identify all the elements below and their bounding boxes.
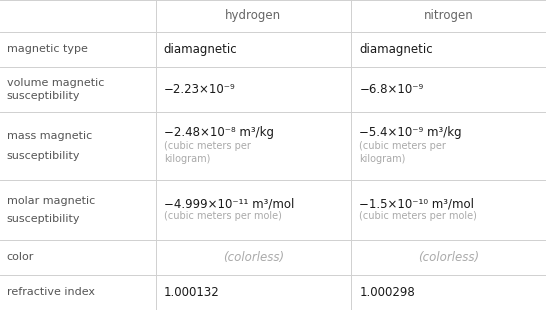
Text: magnetic type: magnetic type: [7, 44, 87, 54]
Text: (cubic meters per: (cubic meters per: [164, 141, 251, 151]
Text: susceptibility: susceptibility: [7, 91, 80, 101]
Text: −1.5×10⁻¹⁰ m³/mol: −1.5×10⁻¹⁰ m³/mol: [359, 197, 474, 210]
Text: (cubic meters per: (cubic meters per: [359, 141, 446, 151]
Text: −5.4×10⁻⁹ m³/kg: −5.4×10⁻⁹ m³/kg: [359, 126, 462, 139]
Text: (colorless): (colorless): [223, 251, 284, 264]
Text: nitrogen: nitrogen: [424, 9, 473, 22]
Text: kilogram): kilogram): [164, 154, 210, 164]
Text: molar magnetic: molar magnetic: [7, 196, 95, 206]
Text: diamagnetic: diamagnetic: [164, 43, 238, 56]
Text: −4.999×10⁻¹¹ m³/mol: −4.999×10⁻¹¹ m³/mol: [164, 197, 294, 210]
Text: susceptibility: susceptibility: [7, 214, 80, 224]
Text: −6.8×10⁻⁹: −6.8×10⁻⁹: [359, 83, 424, 96]
Text: color: color: [7, 252, 34, 262]
Text: kilogram): kilogram): [359, 154, 406, 164]
Text: hydrogen: hydrogen: [225, 9, 281, 22]
Text: (cubic meters per mole): (cubic meters per mole): [164, 211, 282, 221]
Text: (cubic meters per mole): (cubic meters per mole): [359, 211, 477, 221]
Text: −2.48×10⁻⁸ m³/kg: −2.48×10⁻⁸ m³/kg: [164, 126, 274, 139]
Text: (colorless): (colorless): [418, 251, 479, 264]
Text: mass magnetic: mass magnetic: [7, 131, 92, 140]
Text: volume magnetic: volume magnetic: [7, 78, 104, 87]
Text: 1.000132: 1.000132: [164, 286, 219, 299]
Text: susceptibility: susceptibility: [7, 151, 80, 161]
Text: −2.23×10⁻⁹: −2.23×10⁻⁹: [164, 83, 235, 96]
Text: 1.000298: 1.000298: [359, 286, 415, 299]
Text: diamagnetic: diamagnetic: [359, 43, 433, 56]
Text: refractive index: refractive index: [7, 287, 94, 298]
